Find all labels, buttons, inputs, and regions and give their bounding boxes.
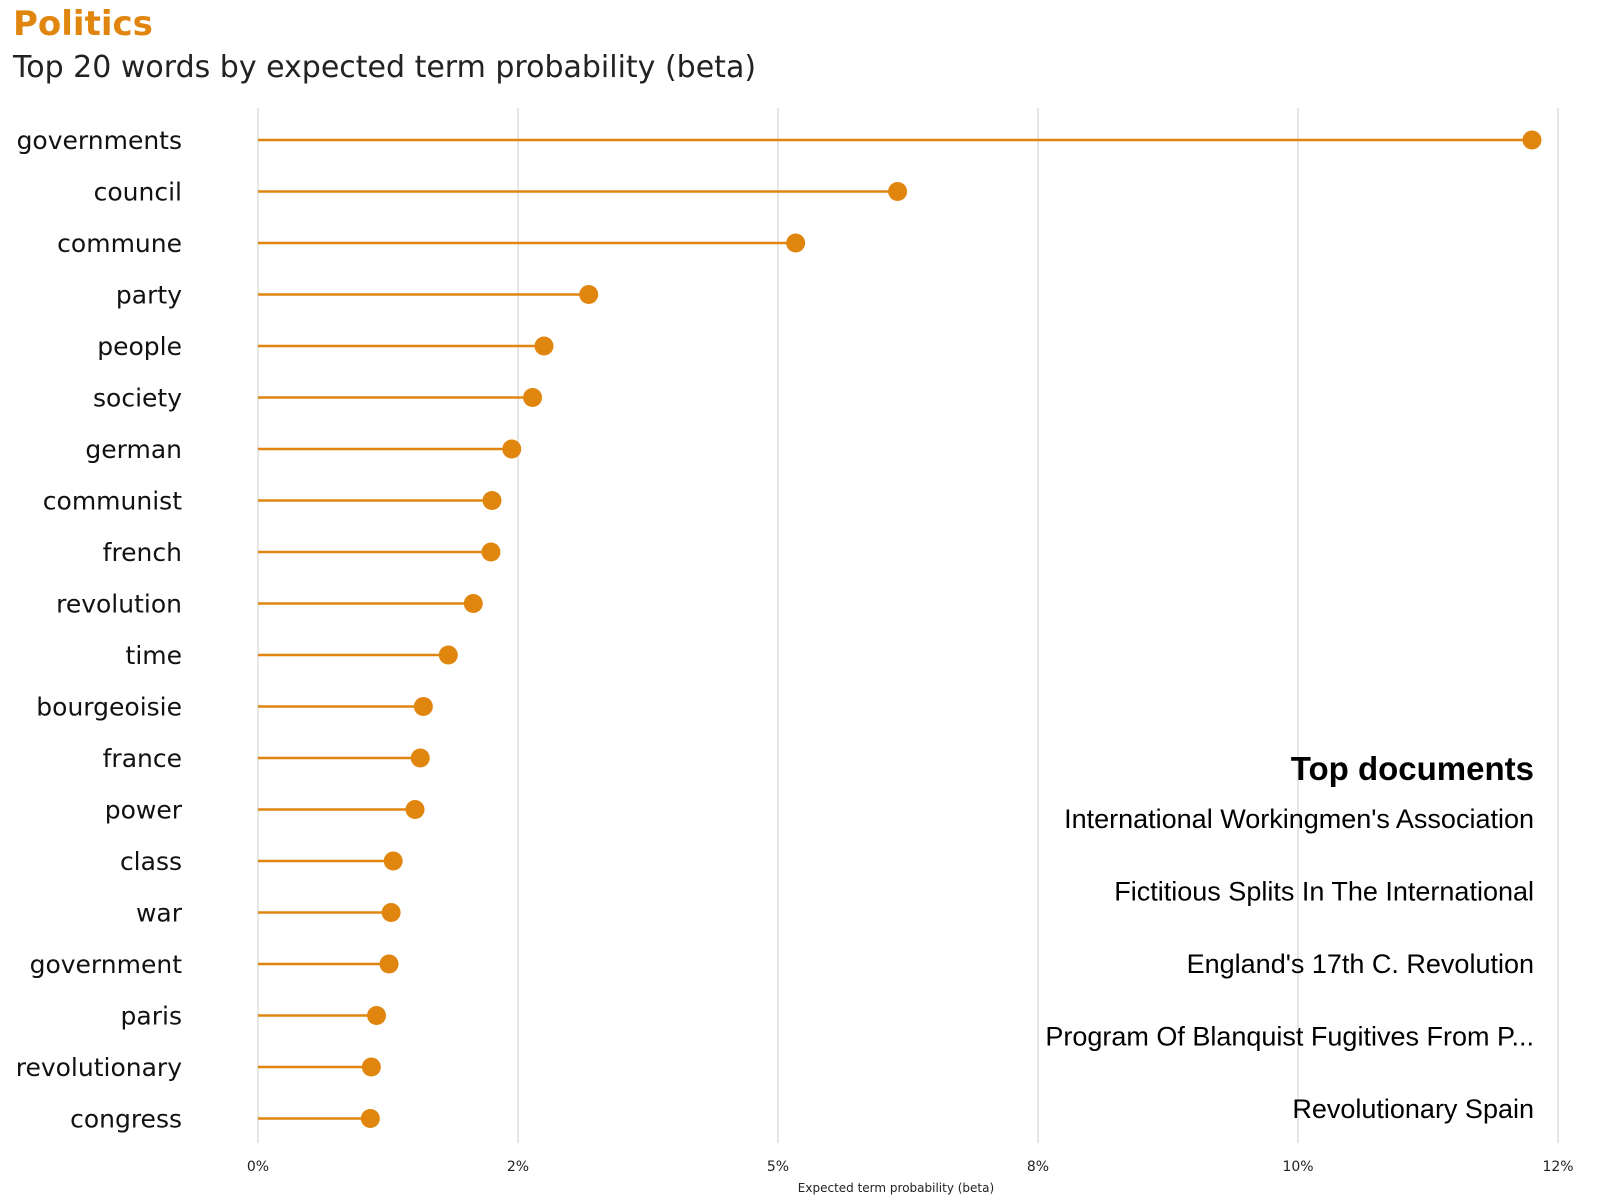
- lollipop-point: [534, 336, 554, 356]
- lollipop-point: [786, 233, 806, 253]
- word-label: governments: [17, 126, 182, 155]
- word-label: party: [116, 281, 182, 310]
- lollipop-point: [523, 388, 543, 407]
- lollipop-point: [888, 182, 908, 201]
- lollipop-point: [383, 851, 403, 871]
- lollipop-point: [405, 800, 425, 819]
- lollipop-point: [502, 439, 522, 459]
- x-axis-label: Expected term probability (beta): [798, 1181, 994, 1195]
- word-label: time: [126, 641, 182, 670]
- word-label: council: [94, 178, 182, 207]
- lollipop-point: [463, 594, 483, 613]
- lollipop-point: [360, 1109, 380, 1128]
- x-tick-label: 8%: [1027, 1159, 1049, 1175]
- word-label: communist: [43, 487, 182, 516]
- word-label: france: [103, 744, 182, 773]
- lollipop-point: [413, 697, 433, 716]
- lollipop-point: [410, 748, 430, 768]
- chart-title: Politics: [13, 4, 153, 44]
- lollipop-point: [379, 954, 399, 974]
- lollipop-point: [1522, 130, 1542, 150]
- word-label: paris: [121, 1002, 182, 1031]
- word-label: french: [103, 538, 182, 567]
- word-label: power: [105, 796, 183, 825]
- top-document-item: Fictitious Splits In The International: [1114, 877, 1534, 907]
- lollipop-point: [367, 1006, 387, 1025]
- word-label: revolutionary: [16, 1053, 182, 1082]
- word-label: class: [120, 847, 182, 876]
- top-document-item: England's 17th C. Revolution: [1187, 949, 1534, 979]
- lollipop-point: [482, 491, 502, 510]
- lollipop-point: [361, 1057, 381, 1077]
- word-label: government: [30, 950, 183, 979]
- word-label: german: [85, 435, 182, 464]
- word-label: congress: [70, 1105, 182, 1134]
- word-label: war: [136, 899, 183, 928]
- lollipop-point: [381, 903, 401, 922]
- top-document-item: Revolutionary Spain: [1292, 1094, 1534, 1124]
- top-document-item: International Workingmen's Association: [1064, 804, 1534, 834]
- lollipop-point: [438, 645, 458, 665]
- x-tick-label: 0%: [247, 1159, 269, 1175]
- x-tick-label: 2%: [507, 1159, 529, 1175]
- word-label: people: [97, 332, 182, 361]
- x-tick-label: 10%: [1282, 1159, 1313, 1175]
- word-label: society: [93, 384, 182, 413]
- top-documents-heading: Top documents: [1291, 750, 1534, 787]
- x-tick-label: 5%: [767, 1159, 789, 1175]
- top-document-item: Program Of Blanquist Fugitives From P...: [1045, 1022, 1534, 1052]
- x-tick-label: 12%: [1542, 1159, 1573, 1175]
- lollipop-point: [481, 542, 501, 562]
- word-label: bourgeoisie: [36, 693, 182, 722]
- chart-subtitle: Top 20 words by expected term probabilit…: [13, 50, 757, 85]
- word-label: commune: [57, 229, 182, 258]
- lollipop-point: [579, 285, 599, 304]
- word-label: revolution: [56, 590, 182, 619]
